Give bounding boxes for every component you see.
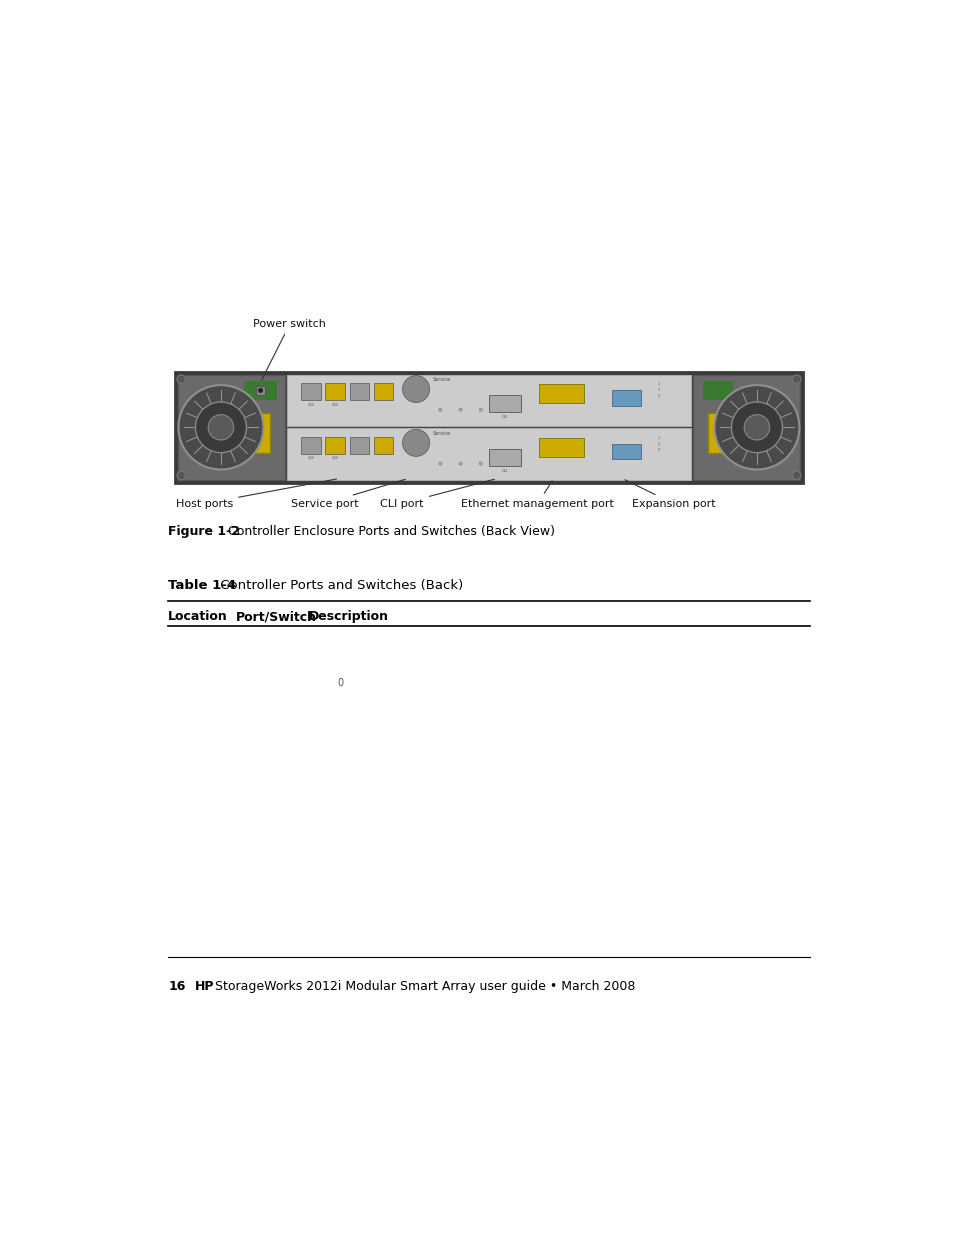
Text: Location: Location xyxy=(168,610,228,624)
Bar xyxy=(707,412,724,453)
Text: 2: 2 xyxy=(657,388,659,391)
Text: HP: HP xyxy=(194,979,213,993)
Bar xyxy=(612,443,640,459)
Text: iSCSI: iSCSI xyxy=(307,403,314,406)
Circle shape xyxy=(458,409,461,411)
Bar xyxy=(488,450,520,466)
Text: Power switch: Power switch xyxy=(253,319,326,380)
Bar xyxy=(178,374,285,480)
Text: iSCSI: iSCSI xyxy=(332,457,338,461)
Text: 2: 2 xyxy=(657,442,659,446)
Text: iSCSI: iSCSI xyxy=(307,457,314,461)
Bar xyxy=(612,390,640,405)
Bar xyxy=(702,380,733,400)
Circle shape xyxy=(458,462,461,466)
Bar xyxy=(301,383,320,400)
Circle shape xyxy=(402,375,429,403)
Circle shape xyxy=(792,375,800,383)
Text: Controller Ports and Switches (Back): Controller Ports and Switches (Back) xyxy=(216,579,463,593)
Circle shape xyxy=(438,409,441,411)
Circle shape xyxy=(178,385,263,469)
Circle shape xyxy=(258,388,262,393)
Bar xyxy=(692,374,799,480)
Text: 0: 0 xyxy=(336,678,343,688)
Text: iSCSI: iSCSI xyxy=(332,403,338,406)
Text: CLI: CLI xyxy=(501,415,508,419)
Bar xyxy=(488,395,520,411)
Circle shape xyxy=(177,472,185,479)
Circle shape xyxy=(478,409,482,411)
Circle shape xyxy=(438,462,441,466)
Circle shape xyxy=(714,385,799,469)
Circle shape xyxy=(195,403,246,453)
Circle shape xyxy=(402,430,429,457)
Text: Ethernet management port: Ethernet management port xyxy=(461,480,614,509)
Text: Table 1-4: Table 1-4 xyxy=(168,579,236,593)
Bar xyxy=(174,372,802,483)
Text: 16: 16 xyxy=(168,979,185,993)
Circle shape xyxy=(177,375,185,383)
Circle shape xyxy=(478,462,482,466)
Circle shape xyxy=(731,403,781,453)
Text: 1: 1 xyxy=(657,382,659,385)
Bar xyxy=(539,437,583,457)
Text: Service: Service xyxy=(432,431,450,436)
Text: CLI: CLI xyxy=(501,469,508,473)
Text: 3: 3 xyxy=(657,448,659,452)
Text: 1: 1 xyxy=(657,436,659,440)
Text: Service port: Service port xyxy=(291,479,405,509)
Text: Figure 1-2: Figure 1-2 xyxy=(168,526,240,538)
Circle shape xyxy=(208,415,233,440)
Text: Port/Switch: Port/Switch xyxy=(235,610,316,624)
Bar xyxy=(539,384,583,403)
Bar xyxy=(255,385,265,395)
Bar xyxy=(325,437,345,454)
Text: Expansion port: Expansion port xyxy=(624,479,715,509)
Circle shape xyxy=(792,472,800,479)
Text: Service: Service xyxy=(432,377,450,383)
Bar xyxy=(350,383,369,400)
Text: StorageWorks 2012i Modular Smart Array user guide • March 2008: StorageWorks 2012i Modular Smart Array u… xyxy=(214,979,635,993)
Bar xyxy=(301,437,320,454)
Bar xyxy=(374,383,393,400)
Text: CLI port: CLI port xyxy=(380,479,494,509)
Text: Description: Description xyxy=(309,610,389,624)
Bar xyxy=(325,383,345,400)
Text: Controller Enclosure Ports and Switches (Back View): Controller Enclosure Ports and Switches … xyxy=(224,526,555,538)
Bar xyxy=(253,412,270,453)
Bar xyxy=(244,380,276,400)
Bar xyxy=(286,374,691,426)
Bar xyxy=(374,437,393,454)
Bar xyxy=(286,429,691,480)
Text: 3: 3 xyxy=(657,394,659,399)
Text: Host ports: Host ports xyxy=(175,479,336,509)
Bar xyxy=(350,437,369,454)
Circle shape xyxy=(743,415,769,440)
